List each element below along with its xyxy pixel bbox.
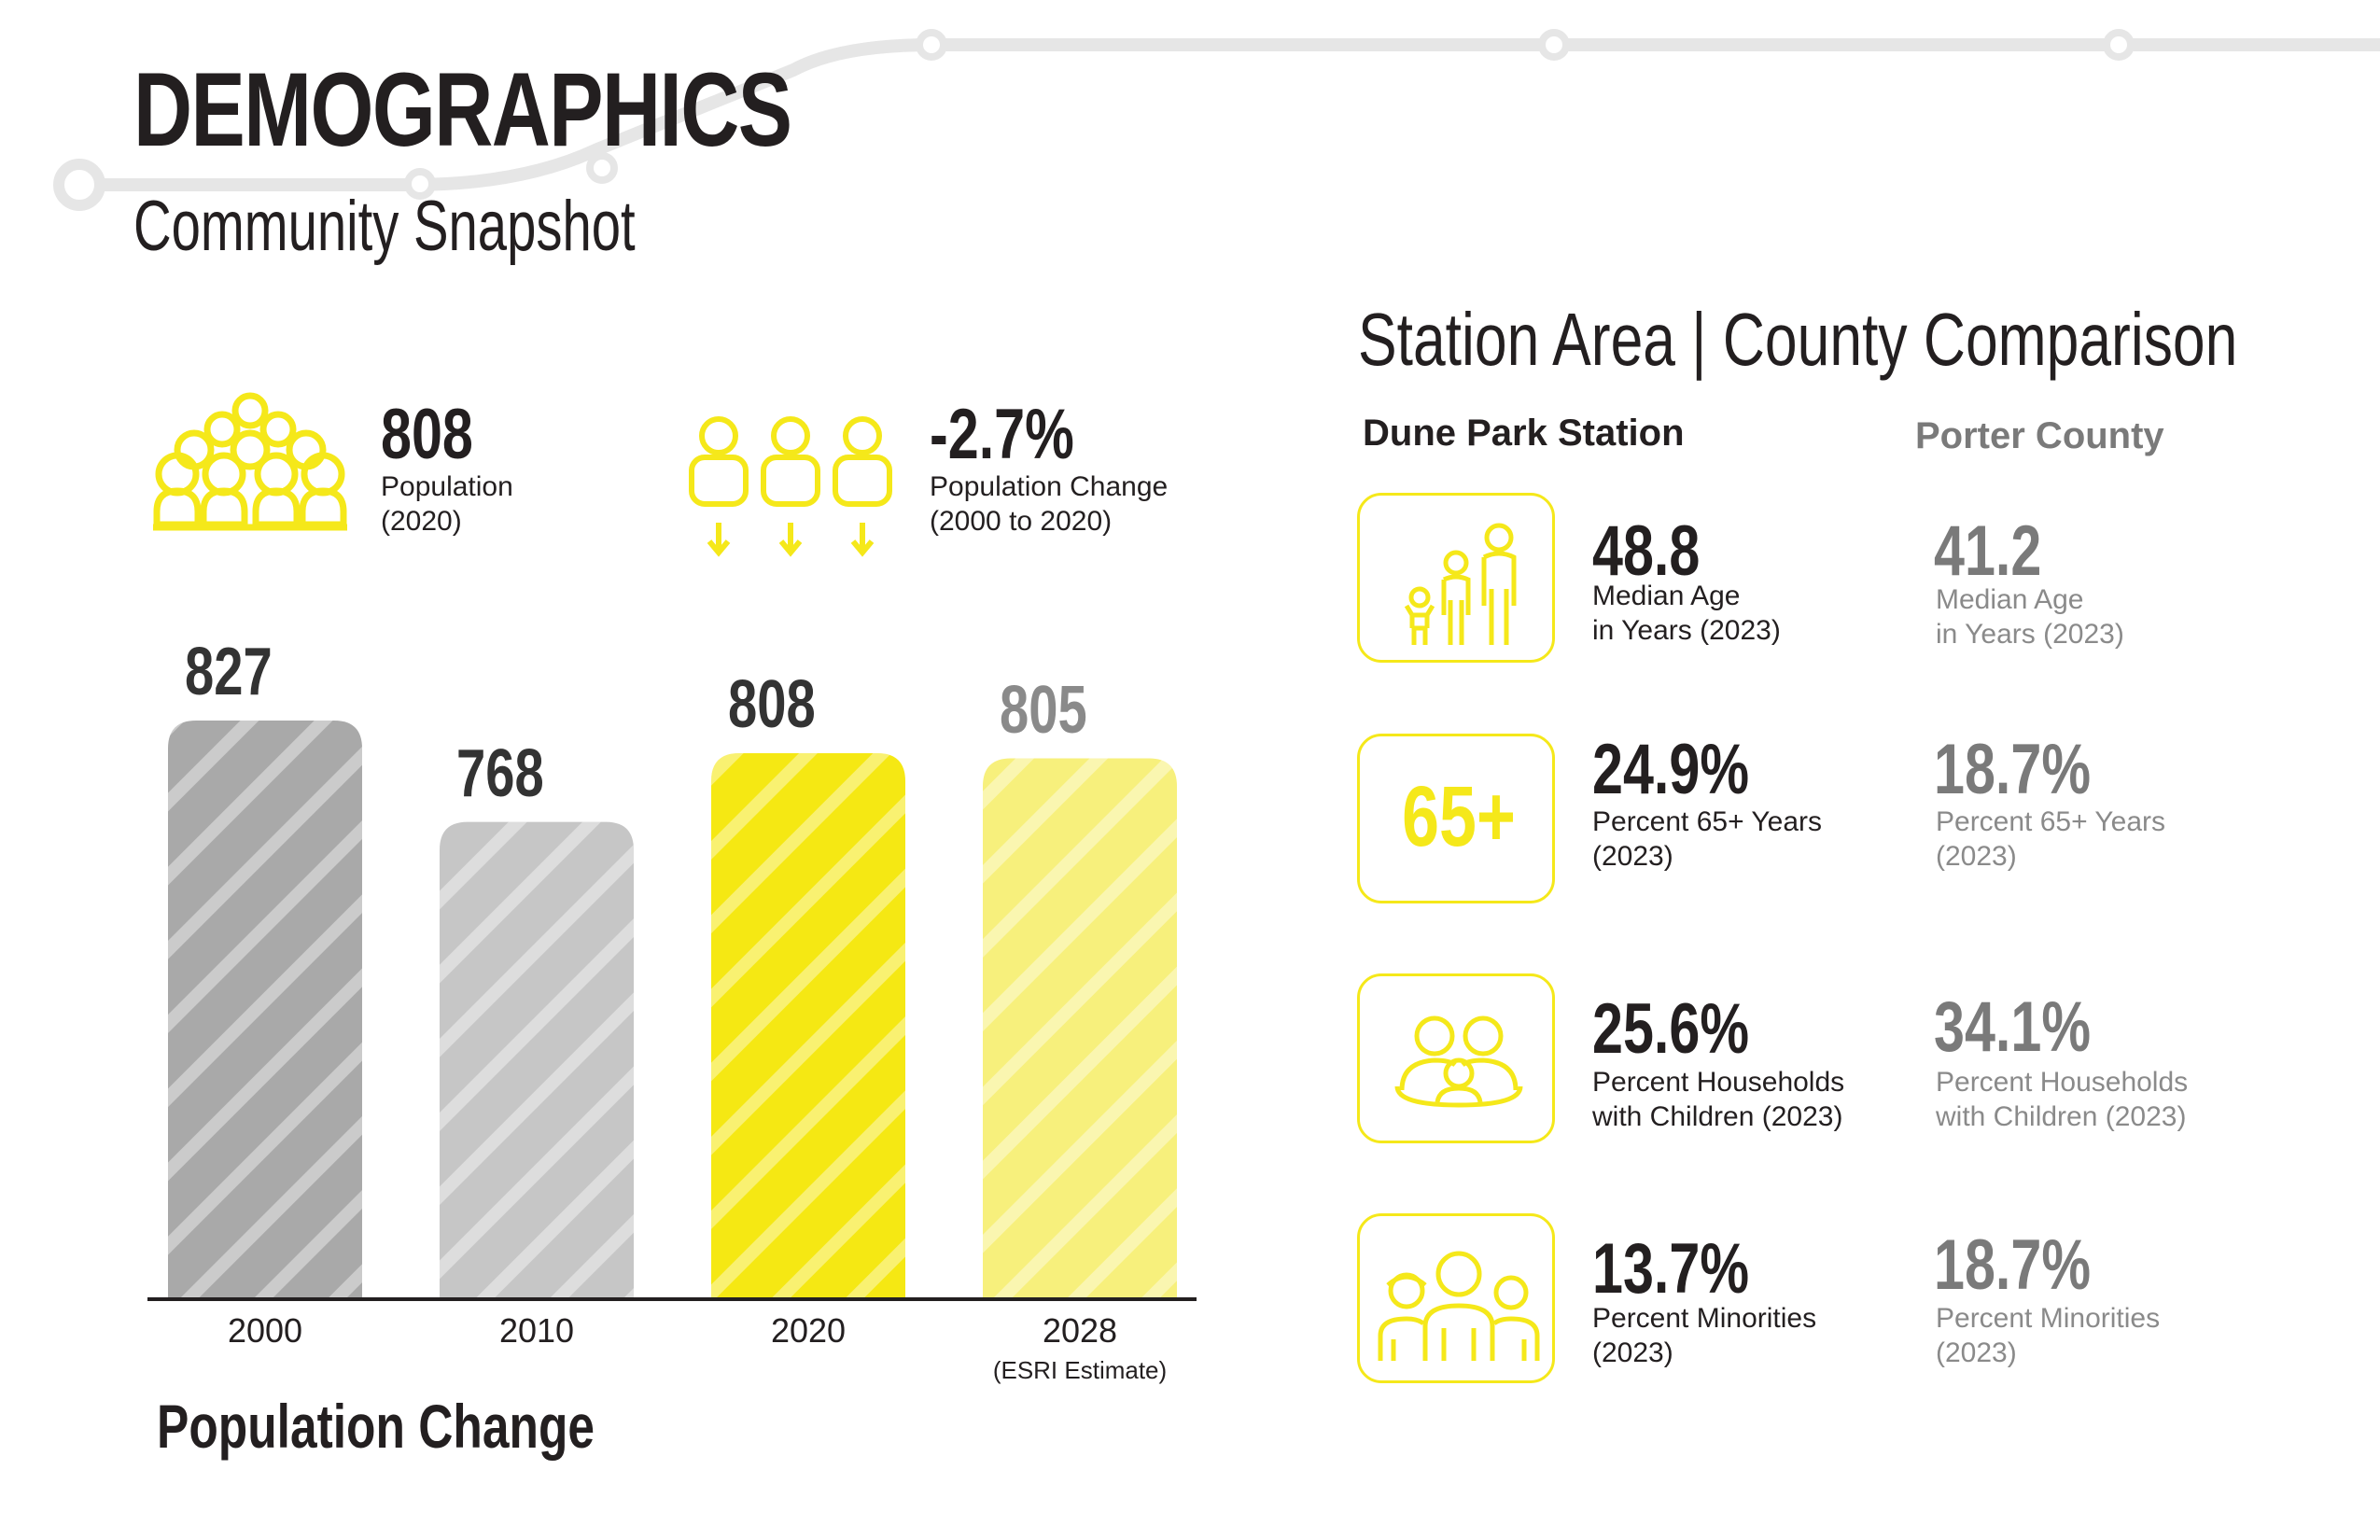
county-minorities-label: Percent Minorities (2023) (1936, 1303, 2161, 1368)
bar-hatch-2000 (168, 721, 362, 1297)
page-subtitle: Community Snapshot (133, 187, 636, 266)
transit-stop-icon (53, 159, 105, 211)
median-age-icon-box (1357, 493, 1555, 663)
county-households-value: 34.1% (1934, 987, 2092, 1067)
transit-stop-icon (2103, 29, 2135, 61)
station-minorities-label: Percent Minorities (2023) (1592, 1303, 1817, 1368)
households-icon-box (1357, 973, 1555, 1143)
bar-hatch-2028 (983, 758, 1177, 1297)
bar-value-label: 805 (1000, 672, 1087, 748)
bar-hatch-2010 (440, 821, 634, 1297)
x-axis-label: 2000 (227, 1311, 303, 1350)
bar-value-label: 808 (728, 666, 816, 742)
chart-title: Population Change (157, 1392, 595, 1461)
transit-stop-icon (586, 152, 618, 184)
population-bar-chart (147, 721, 1197, 1301)
age-65-icon-box: 65+ (1357, 734, 1555, 903)
family-age-icon (1404, 523, 1517, 645)
station-minorities-value: 13.7% (1592, 1229, 1750, 1309)
station-median-age-value: 48.8 (1592, 511, 1701, 591)
county-median-age-value: 41.2 (1934, 511, 2042, 591)
station-households-label: Percent Households with Children (2023) (1592, 1067, 1845, 1132)
population-label: Population (2020) (381, 471, 513, 537)
station-households-value: 25.6% (1592, 989, 1750, 1069)
x-axis-label: 2028 (1042, 1311, 1118, 1350)
transit-stop-icon (916, 29, 947, 61)
county-median-age-label: Median Age in Years (2023) (1936, 584, 2124, 650)
station-column-header: Dune Park Station (1363, 413, 1685, 454)
transit-stop-icon (404, 168, 436, 200)
x-axis-note: (ESRI Estimate) (992, 1356, 1168, 1384)
page-title: DEMOGRAPHICS (133, 51, 792, 168)
population-value: 808 (381, 395, 473, 474)
x-axis-label: 2010 (498, 1311, 575, 1350)
bar-hatch-2020 (711, 752, 905, 1297)
population-change-value: -2.7% (930, 395, 1074, 474)
station-median-age-label: Median Age in Years (2023) (1592, 581, 1781, 646)
county-65plus-label: Percent 65+ Years (2023) (1936, 806, 2166, 872)
x-axis-label: 2020 (770, 1311, 847, 1350)
population-change-label: Population Change (2000 to 2020) (930, 471, 1169, 537)
county-column-header: Porter County (1915, 415, 2164, 456)
county-minorities-value: 18.7% (1934, 1225, 2092, 1305)
comparison-title: Station Area | County Comparison (1358, 298, 2238, 381)
population-decline-icon (689, 416, 892, 557)
transit-stop-icon (1538, 29, 1570, 61)
bar-value-label: 827 (185, 635, 273, 709)
county-65plus-value: 18.7% (1934, 730, 2092, 809)
station-65plus-value: 24.9% (1592, 730, 1750, 809)
crowd-icon (153, 392, 347, 531)
minorities-icon-box (1357, 1213, 1555, 1383)
station-65plus-label: Percent 65+ Years (2023) (1592, 806, 1823, 872)
household-children-icon (1394, 1015, 1523, 1108)
sixty-five-plus-icon: 65+ (1402, 769, 1516, 864)
people-group-icon (1378, 1251, 1540, 1361)
county-households-label: Percent Households with Children (2023) (1936, 1067, 2189, 1132)
bar-value-label: 768 (456, 735, 544, 811)
